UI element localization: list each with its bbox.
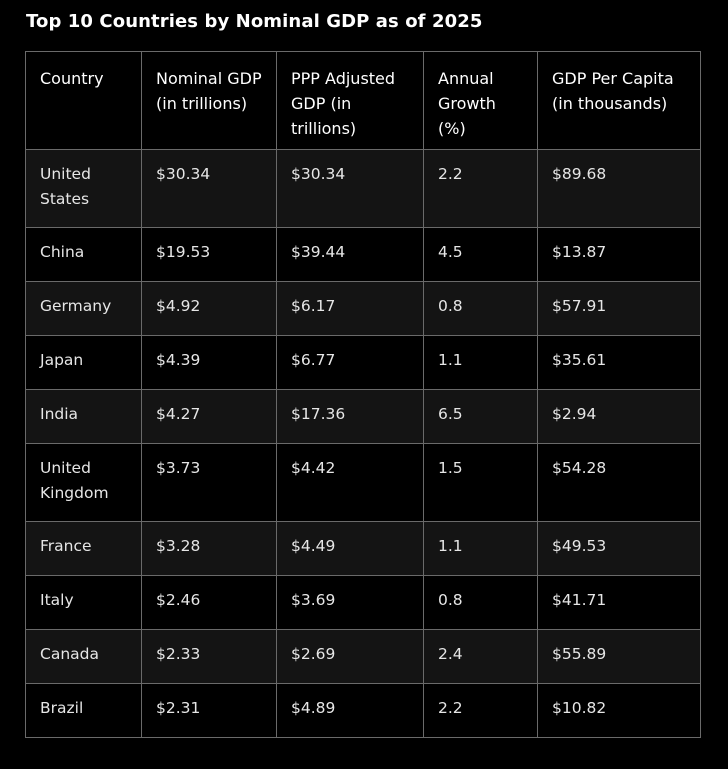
nominal-gdp-cell: $30.34 bbox=[141, 149, 277, 228]
ppp-gdp-cell: $30.34 bbox=[276, 149, 424, 228]
nominal-gdp-cell: $19.53 bbox=[141, 227, 277, 282]
country-cell: Canada bbox=[25, 629, 142, 684]
column-header-gdp-per-capita: GDP Per Capita (in thousands) bbox=[537, 51, 701, 150]
ppp-gdp-cell: $4.49 bbox=[276, 521, 424, 576]
column-header-ppp-gdp: PPP Adjusted GDP (in trillions) bbox=[276, 51, 424, 150]
nominal-gdp-cell: $4.27 bbox=[141, 389, 277, 444]
table-row: Brazil $2.31 $4.89 2.2 $10.82 bbox=[25, 683, 701, 738]
annual-growth-cell: 2.4 bbox=[423, 629, 538, 684]
column-header-annual-growth: Annual Growth (%) bbox=[423, 51, 538, 150]
nominal-gdp-cell: $4.39 bbox=[141, 335, 277, 390]
country-cell: India bbox=[25, 389, 142, 444]
nominal-gdp-cell: $2.33 bbox=[141, 629, 277, 684]
gdp-per-capita-cell: $35.61 bbox=[537, 335, 701, 390]
table-row: Germany $4.92 $6.17 0.8 $57.91 bbox=[25, 281, 701, 336]
country-cell: China bbox=[25, 227, 142, 282]
ppp-gdp-cell: $6.77 bbox=[276, 335, 424, 390]
country-cell: Brazil bbox=[25, 683, 142, 738]
gdp-table: Country Nominal GDP (in trillions) PPP A… bbox=[25, 51, 701, 738]
nominal-gdp-cell: $3.73 bbox=[141, 443, 277, 522]
ppp-gdp-cell: $6.17 bbox=[276, 281, 424, 336]
gdp-per-capita-cell: $54.28 bbox=[537, 443, 701, 522]
table-row: Italy $2.46 $3.69 0.8 $41.71 bbox=[25, 575, 701, 630]
nominal-gdp-cell: $4.92 bbox=[141, 281, 277, 336]
ppp-gdp-cell: $2.69 bbox=[276, 629, 424, 684]
annual-growth-cell: 4.5 bbox=[423, 227, 538, 282]
nominal-gdp-cell: $2.46 bbox=[141, 575, 277, 630]
table-row: France $3.28 $4.49 1.1 $49.53 bbox=[25, 521, 701, 576]
ppp-gdp-cell: $3.69 bbox=[276, 575, 424, 630]
gdp-per-capita-cell: $55.89 bbox=[537, 629, 701, 684]
ppp-gdp-cell: $4.42 bbox=[276, 443, 424, 522]
gdp-per-capita-cell: $89.68 bbox=[537, 149, 701, 228]
annual-growth-cell: 0.8 bbox=[423, 575, 538, 630]
gdp-per-capita-cell: $57.91 bbox=[537, 281, 701, 336]
country-cell: Germany bbox=[25, 281, 142, 336]
table-title: Top 10 Countries by Nominal GDP as of 20… bbox=[26, 11, 483, 32]
gdp-per-capita-cell: $49.53 bbox=[537, 521, 701, 576]
country-cell: United Kingdom bbox=[25, 443, 142, 522]
annual-growth-cell: 6.5 bbox=[423, 389, 538, 444]
annual-growth-cell: 1.1 bbox=[423, 335, 538, 390]
annual-growth-cell: 2.2 bbox=[423, 149, 538, 228]
column-header-nominal-gdp: Nominal GDP (in trillions) bbox=[141, 51, 277, 150]
table-row: United Kingdom $3.73 $4.42 1.5 $54.28 bbox=[25, 443, 701, 522]
ppp-gdp-cell: $39.44 bbox=[276, 227, 424, 282]
table-row: United States $30.34 $30.34 2.2 $89.68 bbox=[25, 149, 701, 228]
gdp-per-capita-cell: $13.87 bbox=[537, 227, 701, 282]
nominal-gdp-cell: $3.28 bbox=[141, 521, 277, 576]
table-body: United States $30.34 $30.34 2.2 $89.68 C… bbox=[25, 149, 701, 738]
table-row: China $19.53 $39.44 4.5 $13.87 bbox=[25, 227, 701, 282]
annual-growth-cell: 0.8 bbox=[423, 281, 538, 336]
header-row: Country Nominal GDP (in trillions) PPP A… bbox=[25, 51, 701, 150]
gdp-per-capita-cell: $2.94 bbox=[537, 389, 701, 444]
nominal-gdp-cell: $2.31 bbox=[141, 683, 277, 738]
country-cell: United States bbox=[25, 149, 142, 228]
table-row: India $4.27 $17.36 6.5 $2.94 bbox=[25, 389, 701, 444]
annual-growth-cell: 1.1 bbox=[423, 521, 538, 576]
gdp-per-capita-cell: $10.82 bbox=[537, 683, 701, 738]
country-cell: Japan bbox=[25, 335, 142, 390]
annual-growth-cell: 2.2 bbox=[423, 683, 538, 738]
country-cell: France bbox=[25, 521, 142, 576]
ppp-gdp-cell: $17.36 bbox=[276, 389, 424, 444]
column-header-country: Country bbox=[25, 51, 142, 150]
annual-growth-cell: 1.5 bbox=[423, 443, 538, 522]
table-row: Japan $4.39 $6.77 1.1 $35.61 bbox=[25, 335, 701, 390]
ppp-gdp-cell: $4.89 bbox=[276, 683, 424, 738]
table-row: Canada $2.33 $2.69 2.4 $55.89 bbox=[25, 629, 701, 684]
gdp-per-capita-cell: $41.71 bbox=[537, 575, 701, 630]
country-cell: Italy bbox=[25, 575, 142, 630]
